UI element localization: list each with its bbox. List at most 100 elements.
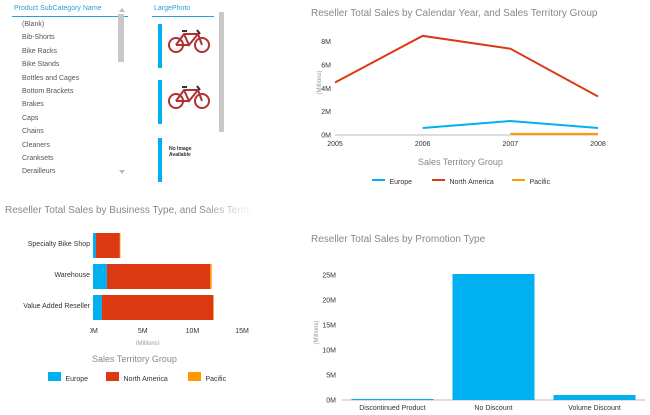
y-axis-unit: (Millions) [314, 320, 320, 344]
category-label: No Discount [474, 405, 512, 412]
selection-bar [158, 138, 162, 182]
x-tick-label: 2005 [327, 141, 343, 148]
y-tick-label: 20M [322, 298, 336, 305]
x-tick-label: 10M [186, 328, 200, 335]
legend-europe-label: Europe [389, 179, 413, 186]
promotion-chart-title: Reseller Total Sales by Promotion Type [311, 234, 486, 245]
legend-europe-swatch [48, 372, 61, 382]
bike-icon [167, 84, 211, 110]
category-label: Specialty Bike Shop [27, 240, 90, 248]
bar-segment-europe[interactable] [93, 295, 102, 320]
photo-item-bike-1[interactable] [158, 24, 213, 70]
no-image-label: No Image Available [169, 146, 192, 158]
subcategory-item[interactable]: (Blank) [22, 21, 45, 28]
subcategory-scrollbar-thumb[interactable] [118, 14, 124, 62]
legend-north-america[interactable]: North America [432, 171, 494, 189]
business-chart-title: Reseller Total Sales by Business Type, a… [5, 205, 255, 216]
subcategory-item[interactable]: Caps [22, 114, 39, 122]
x-axis-unit: (Millions) [136, 341, 160, 345]
selection-bar [158, 24, 162, 68]
column-bar[interactable] [351, 399, 434, 400]
category-label: Value Added Reseller [23, 302, 90, 310]
subcategory-slicer-header: Product SubCategory Name [14, 5, 102, 12]
x-tick-label: 15M [235, 328, 249, 335]
photo-slicer: LargePhoto No Image Available [152, 4, 227, 182]
subcategory-item[interactable]: Bike Stands [22, 61, 60, 69]
y-tick-label: 6M [321, 63, 331, 70]
x-tick-label: 2007 [503, 141, 519, 148]
legend-pacific-swatch [512, 178, 525, 181]
business-chart-title-fade [200, 203, 260, 217]
subcategory-scroll-up[interactable] [119, 8, 125, 12]
y-tick-label: 8M [321, 39, 331, 46]
legend-north-america-swatch [106, 372, 119, 382]
bar-segment-europe[interactable] [93, 264, 107, 289]
subcategory-item[interactable]: Bib-Shorts [22, 34, 55, 42]
y-tick-label: 2M [321, 109, 331, 116]
business-type-chart: 0M 5M 10M 15M (Millions) [90, 233, 249, 345]
subcategory-item[interactable]: Bottles and Cages [22, 74, 80, 82]
photo-slicer-header: LargePhoto [154, 5, 191, 12]
y-tick-label: 5M [326, 373, 336, 380]
category-label: Discontinued Product [359, 405, 426, 412]
line-chart-title: Reseller Total Sales by Calendar Year, a… [311, 8, 598, 19]
category-label: Warehouse [54, 271, 90, 279]
bar-segment-north-america[interactable] [101, 295, 214, 320]
bar-segment-pacific[interactable] [119, 233, 121, 258]
bar-segment-north-america[interactable] [106, 264, 211, 289]
bar-legend-title: Sales Territory Group [92, 354, 177, 364]
legend-north-america-label: North America [123, 376, 168, 383]
legend-pacific-swatch [188, 372, 201, 382]
legend-europe[interactable]: Europe [372, 171, 412, 189]
column-bar[interactable] [553, 395, 636, 400]
bar-segment-pacific[interactable] [213, 295, 214, 320]
subcategory-item[interactable]: Derailleurs [22, 168, 56, 176]
legend-north-america-swatch [432, 178, 445, 181]
subcategory-scroll-down[interactable] [119, 170, 125, 174]
subcategory-slicer-underline [12, 16, 128, 17]
promotion-chart: 0M 5M 10M 15M 20M 25M (Millions) Discontinued P… [314, 273, 645, 412]
legend-pacific-label: Pacific [205, 376, 227, 383]
column-bar[interactable] [452, 274, 535, 400]
photo-scrollbar-thumb[interactable] [219, 12, 224, 132]
legend-pacific-label: Pacific [529, 179, 551, 186]
x-tick-label: 0M [90, 328, 98, 335]
photo-slicer-underline [152, 16, 214, 17]
subcategory-item[interactable]: Brakes [22, 101, 44, 109]
subcategory-item[interactable]: Cranksets [22, 154, 54, 162]
y-axis-unit: (Millions) [317, 70, 323, 94]
bar-segment-europe[interactable] [93, 233, 96, 258]
y-tick-label: 25M [322, 273, 336, 280]
selection-bar [158, 80, 162, 124]
bar-segment-north-america[interactable] [95, 233, 120, 258]
y-tick-label: 10M [322, 348, 336, 355]
subcategory-item[interactable]: Bottom Brackets [22, 87, 74, 95]
legend-europe-label: Europe [65, 376, 89, 383]
bar-segment-pacific[interactable] [210, 264, 212, 289]
photo-item-bike-2[interactable] [158, 80, 213, 126]
legend-north-america-label: North America [449, 179, 494, 186]
x-tick-label: 5M [138, 328, 148, 335]
subcategory-item[interactable]: Chains [22, 128, 44, 136]
business-type-axis: Specialty Bike Shop Warehouse Value Added … [0, 225, 90, 325]
subcategory-item[interactable]: Cleaners [22, 141, 51, 149]
subcategory-slicer: Product SubCategory Name (Blank) Bib-Shor… [12, 4, 130, 180]
x-tick-label: 2008 [590, 141, 606, 148]
category-label: Volume Discount [568, 405, 621, 412]
line-legend-title: Sales Territory Group [418, 157, 503, 167]
bike-icon [167, 28, 211, 54]
series-line-north-america[interactable] [334, 34, 599, 98]
legend-europe[interactable]: Europe [48, 368, 88, 386]
legend-north-america[interactable]: North America [106, 368, 168, 386]
subcategory-item[interactable]: Bike Racks [22, 47, 58, 55]
y-tick-label: 4M [321, 86, 331, 93]
y-tick-label: 0M [321, 133, 331, 140]
series-line-europe[interactable] [422, 119, 599, 129]
legend-pacific[interactable]: Pacific [188, 368, 226, 386]
y-tick-label: 0M [326, 398, 336, 405]
line-chart: 0M 2M 4M 6M 8M 2005 2006 2007 2008 (Millions) [317, 34, 606, 148]
photo-item-no-image[interactable]: No Image Available [158, 138, 213, 182]
legend-pacific[interactable]: Pacific [512, 171, 550, 189]
legend-europe-swatch [372, 178, 385, 181]
subcategory-list: (Blank) Bib-Shorts Bike Racks Bike Stands Bo… [22, 18, 117, 179]
